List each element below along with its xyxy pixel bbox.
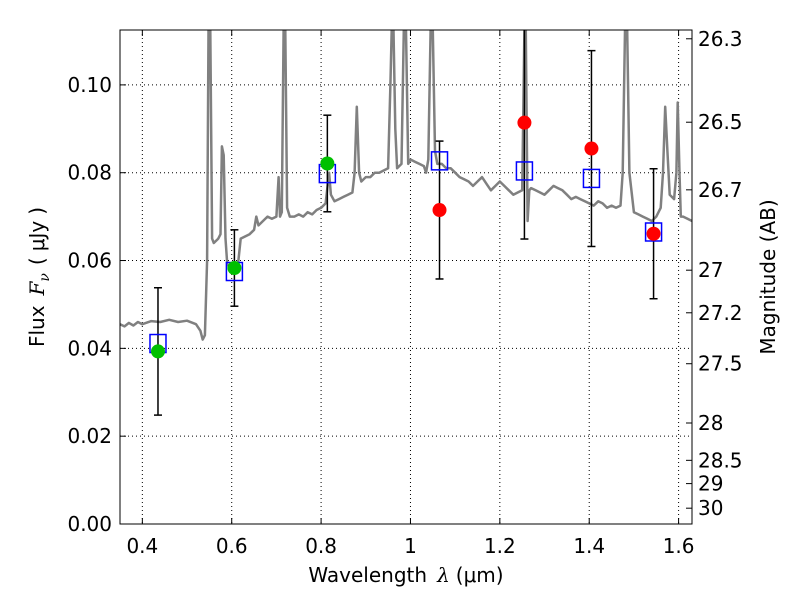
observed-flux-point xyxy=(432,203,447,218)
y2-tick-label: 26.3 xyxy=(698,27,743,51)
spectrum-line xyxy=(120,30,692,341)
y-tick-label: 0.00 xyxy=(67,512,112,536)
observed-flux-point xyxy=(646,226,661,241)
y-tick-label: 0.10 xyxy=(67,73,112,97)
x-axis-ticks: 0.4 0.6 0.8 1 1.2 1.4 1.6 xyxy=(126,30,695,558)
y-tick-label: 0.02 xyxy=(67,424,112,448)
model-photometry-square xyxy=(430,151,449,171)
y2-tick-label: 28.5 xyxy=(698,448,743,472)
x-axis-label-open: ( xyxy=(456,563,464,587)
y2-axis-label: Magnitude (AB) xyxy=(756,199,780,354)
y2-tick-label: 27 xyxy=(698,258,723,282)
observed-flux-markers xyxy=(150,115,661,359)
observed-flux-point xyxy=(517,115,532,130)
x-axis-label-symbol: λ xyxy=(436,563,450,587)
model-spectrum xyxy=(120,30,692,341)
x-axis-label: Wavelength λ (μm) xyxy=(308,563,503,587)
y2-tick-label: 28 xyxy=(698,411,723,435)
x-tick-label: 1.4 xyxy=(573,534,605,558)
x-axis-label-close: ) xyxy=(496,563,504,587)
y-axis-ticks: 0.00 0.02 0.04 0.06 0.08 0.10 xyxy=(67,73,126,536)
y2-tick-label: 26.5 xyxy=(698,110,743,134)
y-axis-label-unit: μJy xyxy=(25,221,49,252)
x-axis-label-unit: μm xyxy=(464,563,496,587)
observed-flux-point xyxy=(320,156,335,171)
x-tick-label: 0.8 xyxy=(305,534,337,558)
y2-tick-label: 27.5 xyxy=(698,352,743,376)
y-axis-label-close: ) xyxy=(25,207,49,215)
y-tick-label: 0.04 xyxy=(67,336,112,360)
observed-flux-point xyxy=(584,141,599,156)
y-tick-label: 0.08 xyxy=(67,161,112,185)
y2-tick-label: 30 xyxy=(698,496,723,520)
y2-tick-label: 26.7 xyxy=(698,178,743,202)
model-photometry-square xyxy=(644,222,663,242)
y-axis-label-text: Flux xyxy=(25,305,49,347)
y-axis-label-sub: ν xyxy=(37,273,53,282)
observed-flux-point xyxy=(227,260,242,275)
y-tick-label: 0.06 xyxy=(67,249,112,273)
x-tick-label: 1.2 xyxy=(484,534,516,558)
model-photometry-square xyxy=(515,161,534,181)
y-axis-label-open: ( xyxy=(25,257,49,265)
x-axis-label-text: Wavelength xyxy=(308,563,427,587)
y-axis-label: Flux Fν ( μJy) xyxy=(25,207,53,347)
y-axis-label-symbol: F xyxy=(25,280,49,296)
x-tick-label: 1 xyxy=(404,534,417,558)
x-tick-label: 0.4 xyxy=(126,534,158,558)
x-tick-label: 0.6 xyxy=(216,534,248,558)
model-photometry-square xyxy=(582,168,601,189)
y2-tick-label: 29 xyxy=(698,472,723,496)
plot-frame xyxy=(119,29,693,525)
y2-tick-label: 27.2 xyxy=(698,301,743,325)
x-tick-label: 1.6 xyxy=(663,534,695,558)
observed-flux-point xyxy=(150,344,165,359)
